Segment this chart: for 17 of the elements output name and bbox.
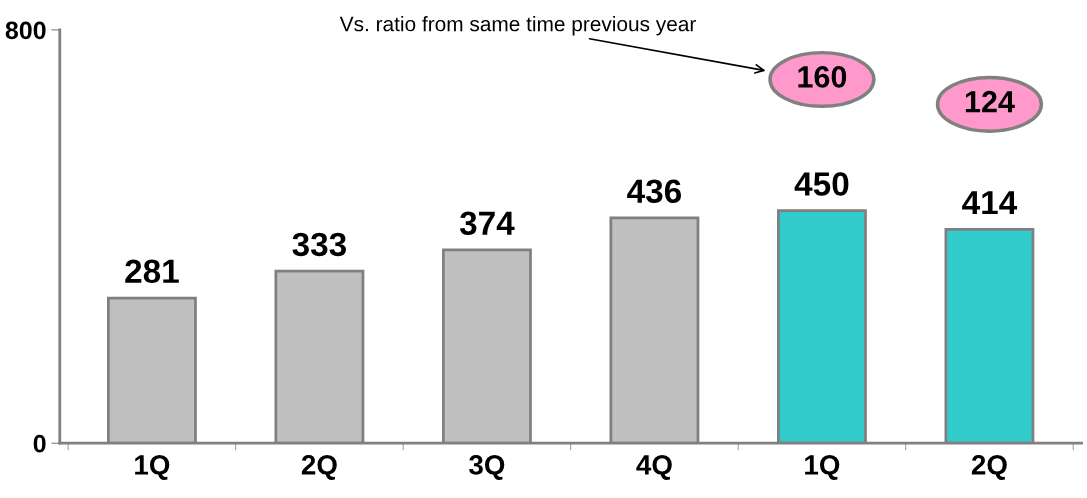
data-label: 436 (627, 179, 682, 204)
data-label: 414 (962, 191, 1018, 215)
data-label: 333 (292, 232, 347, 257)
data-label: 450 (794, 172, 849, 196)
data-label: 281 (125, 259, 179, 284)
x-tick-label: 3Q (469, 455, 505, 480)
x-tick-label: 1Q (135, 455, 170, 480)
x-tick-label: 4Q (636, 455, 672, 480)
x-tick-label: 1Q (805, 455, 840, 480)
annotation: Vs. ratio from same time previous year (339, 16, 696, 36)
y-tick-label: 800 (5, 21, 46, 40)
y-tick-label: 0 (33, 434, 46, 453)
x-tick-label: 2Q (301, 455, 337, 480)
x-tick-label: 2Q (971, 455, 1007, 480)
annotation: 160 (798, 66, 847, 88)
annotation: 124 (965, 90, 1015, 113)
data-label: 374 (459, 211, 515, 236)
